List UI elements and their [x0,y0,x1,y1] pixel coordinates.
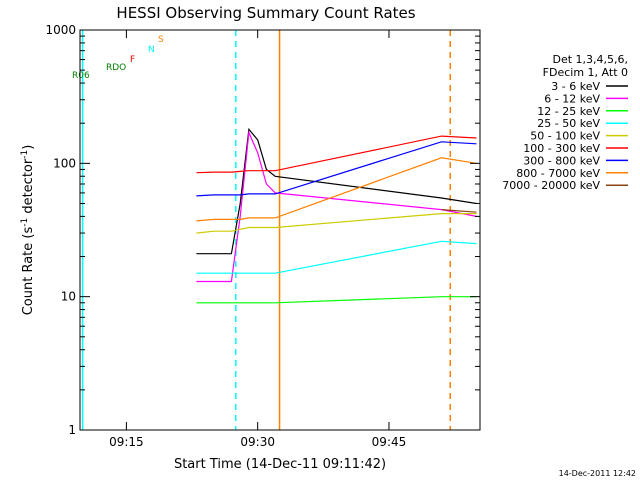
x-axis-label: Start Time (14-Dec-11 09:11:42) [174,457,386,472]
y-axis-label-sup2: -1 [20,150,30,159]
legend-label: 100 - 300 keV [523,142,600,155]
legend-header-line: Det 1,3,4,5,6, [552,53,628,66]
flag-label-s: S [158,35,164,45]
y-axis-label-main: Count Rate (s [21,227,36,316]
y-axis-label-mid: detector [21,158,36,218]
y-tick-label: 1 [68,423,76,437]
series-line-3-6-kev [196,127,477,255]
y-axis-label-end: ) [21,145,36,150]
flag-label-r06: R06 [72,71,90,81]
x-axis-ticks: 09:15 09:30 09:45 [109,30,406,449]
flag-label-f: F [130,55,135,65]
legend-header-line: FDecim 1, Att 0 [543,66,628,79]
legend-label: 6 - 12 keV [544,92,600,105]
series-line-800-7000-kev [196,157,477,222]
footer-timestamp: 14-Dec-2011 12:42 [559,469,636,478]
series-lines [196,127,477,304]
legend: Det 1,3,4,5,6,FDecim 1, Att 03 - 6 keV6 … [502,53,628,192]
y-axis-label: Count Rate (s-1 detector-1) [20,145,36,316]
y-tick-label: 10 [61,290,76,304]
series-line-300-800-kev [196,141,477,197]
legend-label: 3 - 6 keV [551,80,600,93]
series-line-12-25-kev [196,296,477,304]
legend-label: 12 - 25 keV [537,105,600,118]
x-tick-label: 09:15 [109,435,144,449]
series-line-100-300-kev [196,135,477,174]
x-tick-label: 09:45 [372,435,407,449]
y-tick-label: 100 [53,156,76,170]
chart-title: HESSI Observing Summary Count Rates [116,4,415,22]
flag-label-n: N [148,45,155,55]
y-axis-ticks: 1 10 100 1000 [45,23,480,437]
plot-frame [79,29,481,431]
flag-markers: NS F RDO R06 [72,35,164,81]
x-tick-label: 09:30 [240,435,275,449]
legend-label: 800 - 7000 keV [516,167,600,180]
series-line-25-50-kev [196,240,477,274]
y-axis-label-sup1: -1 [20,218,30,227]
legend-label: 7000 - 20000 keV [502,179,600,192]
series-line-6-12-kev [196,130,477,283]
legend-label: 50 - 100 keV [530,130,600,143]
series-line-7000-20000-kev [441,209,477,213]
y-tick-label: 1000 [45,23,76,37]
legend-label: 25 - 50 keV [537,117,600,130]
flag-label-rdo: RDO [106,63,126,73]
legend-label: 300 - 800 keV [523,154,600,167]
series-line-50-100-kev [196,213,477,234]
